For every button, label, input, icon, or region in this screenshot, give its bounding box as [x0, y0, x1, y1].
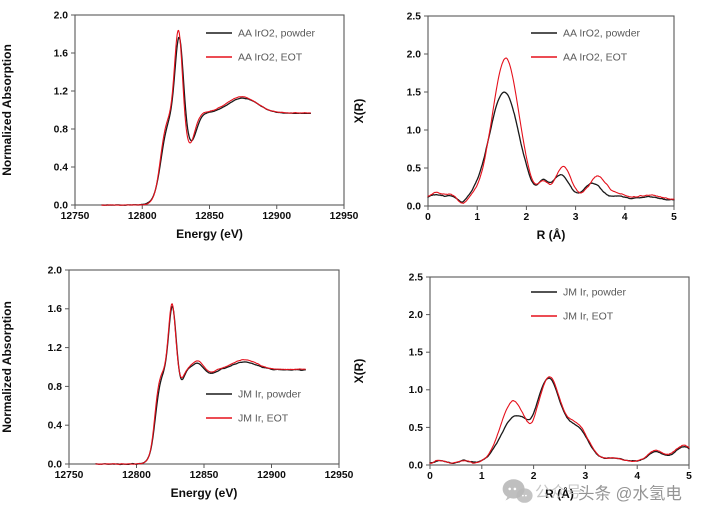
svg-text:12750: 12750 — [55, 470, 84, 481]
svg-text:1.6: 1.6 — [54, 48, 69, 59]
svg-text:1.6: 1.6 — [48, 304, 63, 315]
svg-text:4: 4 — [634, 471, 640, 482]
svg-text:12900: 12900 — [262, 211, 291, 222]
svg-text:0.0: 0.0 — [407, 201, 422, 212]
svg-text:0.0: 0.0 — [409, 460, 424, 471]
svg-text:0.8: 0.8 — [48, 382, 63, 393]
svg-text:12900: 12900 — [257, 470, 286, 481]
svg-text:0.0: 0.0 — [48, 459, 63, 470]
svg-text:0: 0 — [427, 471, 433, 482]
svg-text:2.0: 2.0 — [48, 265, 63, 276]
svg-text:1.0: 1.0 — [407, 125, 422, 136]
svg-text:JM Ir, EOT: JM Ir, EOT — [238, 413, 289, 425]
svg-text:2.0: 2.0 — [409, 310, 424, 321]
svg-text:0.4: 0.4 — [54, 162, 69, 173]
svg-text:12950: 12950 — [325, 470, 354, 481]
svg-text:12800: 12800 — [122, 470, 151, 481]
svg-text:2: 2 — [524, 212, 530, 223]
svg-text:1.2: 1.2 — [54, 86, 69, 97]
svg-text:0.8: 0.8 — [54, 124, 69, 135]
svg-text:12850: 12850 — [195, 211, 224, 222]
svg-text:JM Ir, powder: JM Ir, powder — [563, 287, 627, 299]
svg-text:AA IrO2, powder: AA IrO2, powder — [563, 28, 641, 40]
svg-text:AA IrO2, EOT: AA IrO2, EOT — [238, 52, 303, 64]
svg-text:2.5: 2.5 — [407, 11, 422, 22]
svg-text:2.5: 2.5 — [409, 272, 424, 283]
svg-text:0.5: 0.5 — [409, 423, 424, 434]
svg-text:3: 3 — [573, 212, 579, 223]
svg-text:5: 5 — [686, 471, 692, 482]
svg-text:1.5: 1.5 — [409, 348, 424, 359]
svg-text:Normalized Absorption: Normalized Absorption — [0, 301, 14, 433]
svg-text:Energy (eV): Energy (eV) — [171, 486, 238, 500]
svg-text:12750: 12750 — [61, 211, 90, 222]
svg-text:AA IrO2, EOT: AA IrO2, EOT — [563, 52, 628, 64]
svg-text:R (Å): R (Å) — [537, 227, 566, 242]
svg-text:3: 3 — [583, 471, 589, 482]
svg-text:0.0: 0.0 — [54, 200, 69, 211]
svg-text:Normalized Absorption: Normalized Absorption — [0, 44, 14, 176]
svg-text:2.0: 2.0 — [407, 49, 422, 60]
svg-text:4: 4 — [622, 212, 628, 223]
svg-text:R (Å): R (Å) — [545, 486, 574, 501]
svg-text:2: 2 — [531, 471, 537, 482]
svg-text:1: 1 — [474, 212, 480, 223]
svg-text:1: 1 — [479, 471, 485, 482]
svg-text:1.2: 1.2 — [48, 343, 63, 354]
svg-text:AA IrO2, powder: AA IrO2, powder — [238, 28, 316, 40]
svg-text:12850: 12850 — [190, 470, 219, 481]
svg-text:JM Ir, powder: JM Ir, powder — [238, 389, 302, 401]
svg-text:X(R): X(R) — [352, 99, 366, 124]
svg-text:0: 0 — [425, 212, 431, 223]
svg-text:1.5: 1.5 — [407, 87, 422, 98]
svg-text:5: 5 — [671, 212, 677, 223]
svg-text:Energy (eV): Energy (eV) — [176, 227, 243, 241]
svg-text:1.0: 1.0 — [409, 385, 424, 396]
svg-text:JM Ir, EOT: JM Ir, EOT — [563, 311, 614, 323]
svg-text:X(R): X(R) — [352, 359, 366, 384]
svg-text:12800: 12800 — [128, 211, 157, 222]
svg-text:2.0: 2.0 — [54, 10, 69, 21]
svg-text:0.5: 0.5 — [407, 163, 422, 174]
svg-text:0.4: 0.4 — [48, 421, 63, 432]
